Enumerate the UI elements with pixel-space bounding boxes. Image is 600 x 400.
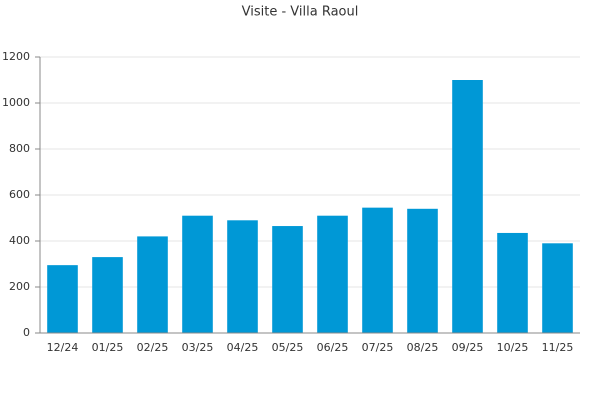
- x-tick-label: 01/25: [92, 341, 124, 354]
- y-tick-label: 0: [23, 326, 30, 339]
- bar: [497, 232, 528, 333]
- y-tick-label: 200: [9, 280, 30, 293]
- bar: [227, 220, 258, 333]
- bar: [542, 243, 573, 333]
- bar: [272, 226, 303, 333]
- bar: [92, 257, 123, 333]
- x-tick-label: 02/25: [137, 341, 169, 354]
- y-tick-label: 600: [9, 188, 30, 201]
- y-tick-label: 400: [9, 234, 30, 247]
- x-tick-label: 11/25: [542, 341, 574, 354]
- x-tick-label: 07/25: [362, 341, 394, 354]
- y-tick-label: 800: [9, 142, 30, 155]
- bar: [452, 80, 483, 333]
- x-tick-label: 12/24: [47, 341, 79, 354]
- x-tick-label: 04/25: [227, 341, 259, 354]
- x-tick-label: 09/25: [452, 341, 484, 354]
- bar: [317, 215, 348, 333]
- chart-title: Visite - Villa Raoul: [242, 5, 359, 20]
- bar: [182, 215, 213, 333]
- x-tick-label: 10/25: [497, 341, 529, 354]
- x-tick-label: 08/25: [407, 341, 439, 354]
- x-tick-label: 03/25: [182, 341, 214, 354]
- bar: [137, 236, 168, 333]
- x-tick-label: 05/25: [272, 341, 304, 354]
- x-tick-label: 06/25: [317, 341, 349, 354]
- y-tick-label: 1200: [2, 50, 30, 63]
- bar: [362, 207, 393, 333]
- y-tick-label: 1000: [2, 96, 30, 109]
- bar: [47, 265, 78, 333]
- bar: [407, 208, 438, 333]
